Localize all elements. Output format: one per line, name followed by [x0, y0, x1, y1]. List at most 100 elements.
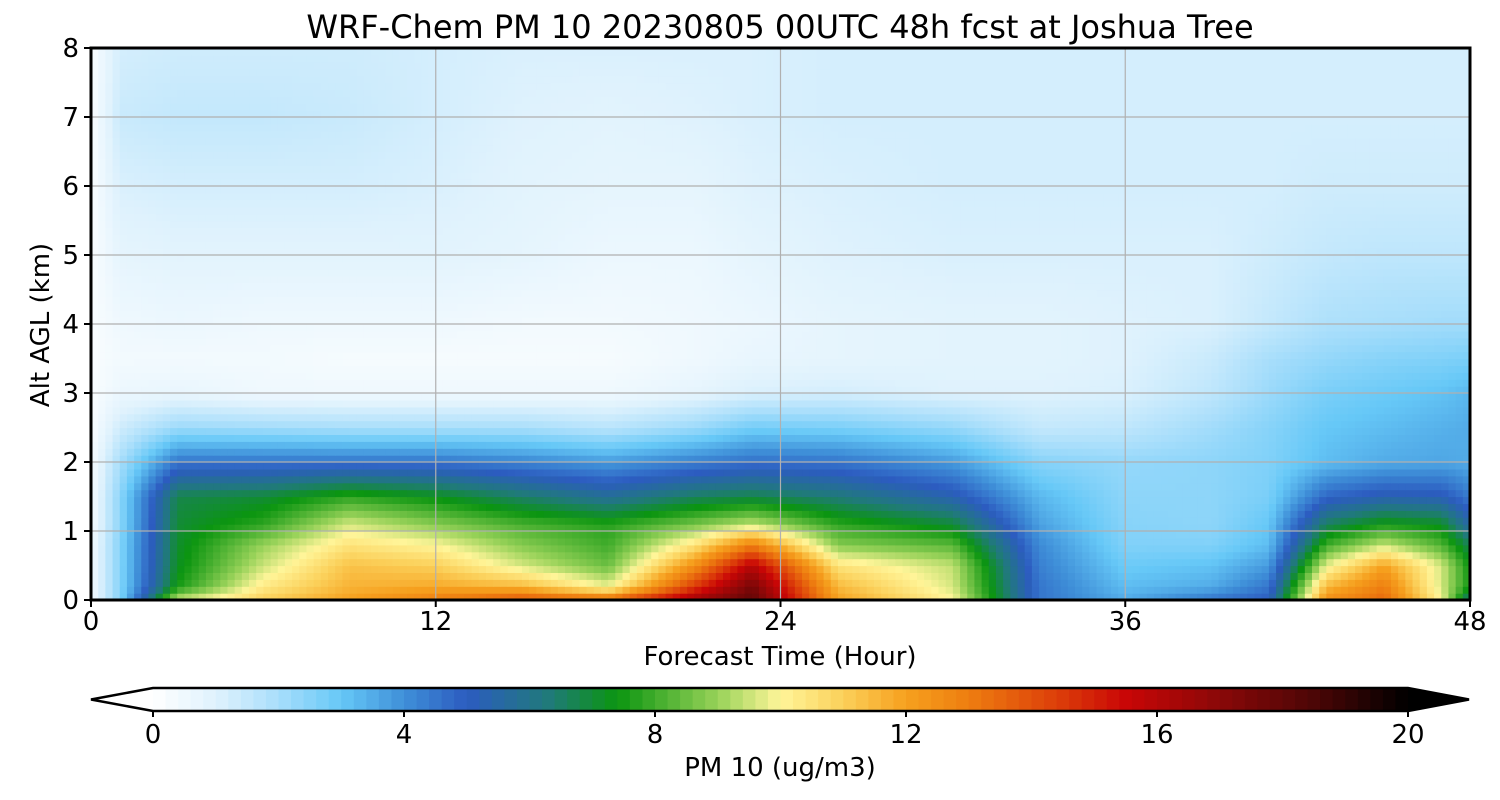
- heatmap-cell: [586, 441, 595, 449]
- heatmap-cell: [1376, 489, 1385, 498]
- heatmap-cell: [572, 441, 580, 449]
- heatmap-cell: [988, 579, 997, 587]
- heatmap-cell: [1390, 544, 1399, 553]
- heatmap-cell: [91, 448, 99, 456]
- heatmap-cell: [694, 572, 703, 580]
- heatmap-cell: [385, 489, 394, 498]
- heatmap-cell: [1168, 448, 1177, 456]
- heatmap-cell: [859, 544, 868, 553]
- heatmap-cell: [1010, 524, 1019, 532]
- heatmap-cell: [1197, 544, 1205, 553]
- heatmap-cell: [608, 468, 616, 477]
- heatmap-cell: [1132, 551, 1141, 560]
- heatmap-cell: [220, 537, 229, 546]
- heatmap-cell: [1419, 427, 1428, 435]
- heatmap-cell: [371, 434, 379, 442]
- heatmap-cell: [550, 420, 559, 429]
- heatmap-cell: [1254, 475, 1263, 484]
- heatmap-cell: [1340, 420, 1349, 429]
- heatmap-cell: [931, 441, 940, 449]
- heatmap-cell: [91, 537, 99, 546]
- heatmap-cell: [780, 510, 789, 518]
- heatmap-cell: [1247, 475, 1256, 484]
- heatmap-cell: [1161, 427, 1169, 435]
- heatmap-cell: [1125, 489, 1134, 498]
- heatmap-cell: [672, 565, 681, 573]
- heatmap-cell: [306, 482, 315, 491]
- heatmap-cell: [672, 468, 681, 477]
- heatmap-cell: [1297, 537, 1306, 546]
- heatmap-cell: [931, 579, 940, 587]
- heatmap-cell: [1297, 517, 1306, 525]
- heatmap-cell: [974, 565, 983, 573]
- heatmap-cell: [1218, 448, 1227, 456]
- heatmap-cell: [1326, 475, 1335, 484]
- heatmap-cell: [442, 455, 451, 463]
- heatmap-cell: [1204, 482, 1213, 491]
- heatmap-cell: [263, 468, 272, 477]
- heatmap-cell: [335, 517, 343, 525]
- heatmap-cell: [952, 468, 961, 477]
- heatmap-cell: [1189, 593, 1198, 601]
- heatmap-cell: [1182, 531, 1191, 539]
- heatmap-cell: [780, 462, 789, 470]
- heatmap-cell: [1441, 510, 1450, 518]
- heatmap-cell: [1175, 586, 1184, 594]
- heatmap-cell: [378, 475, 387, 484]
- heatmap-cell: [773, 475, 782, 484]
- heatmap-cell: [442, 496, 451, 504]
- heatmap-cell: [371, 441, 379, 449]
- heatmap-cell: [737, 489, 746, 498]
- heatmap-cell: [335, 441, 343, 449]
- heatmap-cell: [1254, 496, 1263, 504]
- heatmap-cell: [1182, 524, 1191, 532]
- heatmap-cell: [134, 586, 142, 594]
- heatmap-cell: [198, 468, 207, 477]
- heatmap-cell: [622, 482, 631, 491]
- heatmap-cell: [1319, 579, 1327, 587]
- heatmap-cell: [665, 537, 674, 546]
- heatmap-cell: [1139, 448, 1148, 456]
- heatmap-cell: [1405, 593, 1414, 601]
- heatmap-cell: [1103, 455, 1112, 463]
- heatmap-cell: [1419, 489, 1428, 498]
- heatmap-cell: [1283, 531, 1292, 539]
- heatmap-cell: [1039, 462, 1047, 470]
- heatmap-cell: [600, 537, 609, 546]
- heatmap-cell: [744, 455, 753, 463]
- heatmap-cell: [514, 537, 523, 546]
- heatmap-cell: [988, 510, 997, 518]
- heatmap-cell: [845, 489, 853, 498]
- heatmap-cell: [342, 572, 351, 580]
- heatmap-cell: [486, 558, 494, 567]
- heatmap-cell: [507, 551, 516, 560]
- heatmap-cell: [1311, 503, 1320, 511]
- heatmap-cell: [909, 531, 918, 539]
- heatmap-cell: [952, 503, 961, 511]
- heatmap-cell: [672, 496, 681, 504]
- heatmap-cell: [787, 441, 796, 449]
- heatmap-cell: [1218, 579, 1227, 587]
- heatmap-cell: [450, 503, 458, 511]
- heatmap-cell: [1261, 475, 1270, 484]
- heatmap-cell: [859, 586, 868, 594]
- heatmap-cell: [363, 434, 372, 442]
- heatmap-cell: [687, 434, 695, 442]
- heatmap-cell: [320, 510, 329, 518]
- heatmap-cell: [1010, 455, 1019, 463]
- heatmap-cell: [112, 482, 121, 491]
- heatmap-cell: [1340, 427, 1349, 435]
- heatmap-cell: [758, 565, 767, 573]
- heatmap-cell: [277, 489, 286, 498]
- heatmap-cell: [536, 462, 545, 470]
- heatmap-cell: [313, 468, 322, 477]
- heatmap-cell: [622, 586, 631, 594]
- heatmap-cell: [881, 455, 889, 463]
- heatmap-cell: [421, 482, 430, 491]
- heatmap-cell: [1189, 503, 1198, 511]
- heatmap-cell: [119, 531, 128, 539]
- heatmap-cell: [507, 496, 516, 504]
- heatmap-cell: [450, 448, 458, 456]
- heatmap-cell: [550, 586, 559, 594]
- heatmap-cell: [751, 551, 760, 560]
